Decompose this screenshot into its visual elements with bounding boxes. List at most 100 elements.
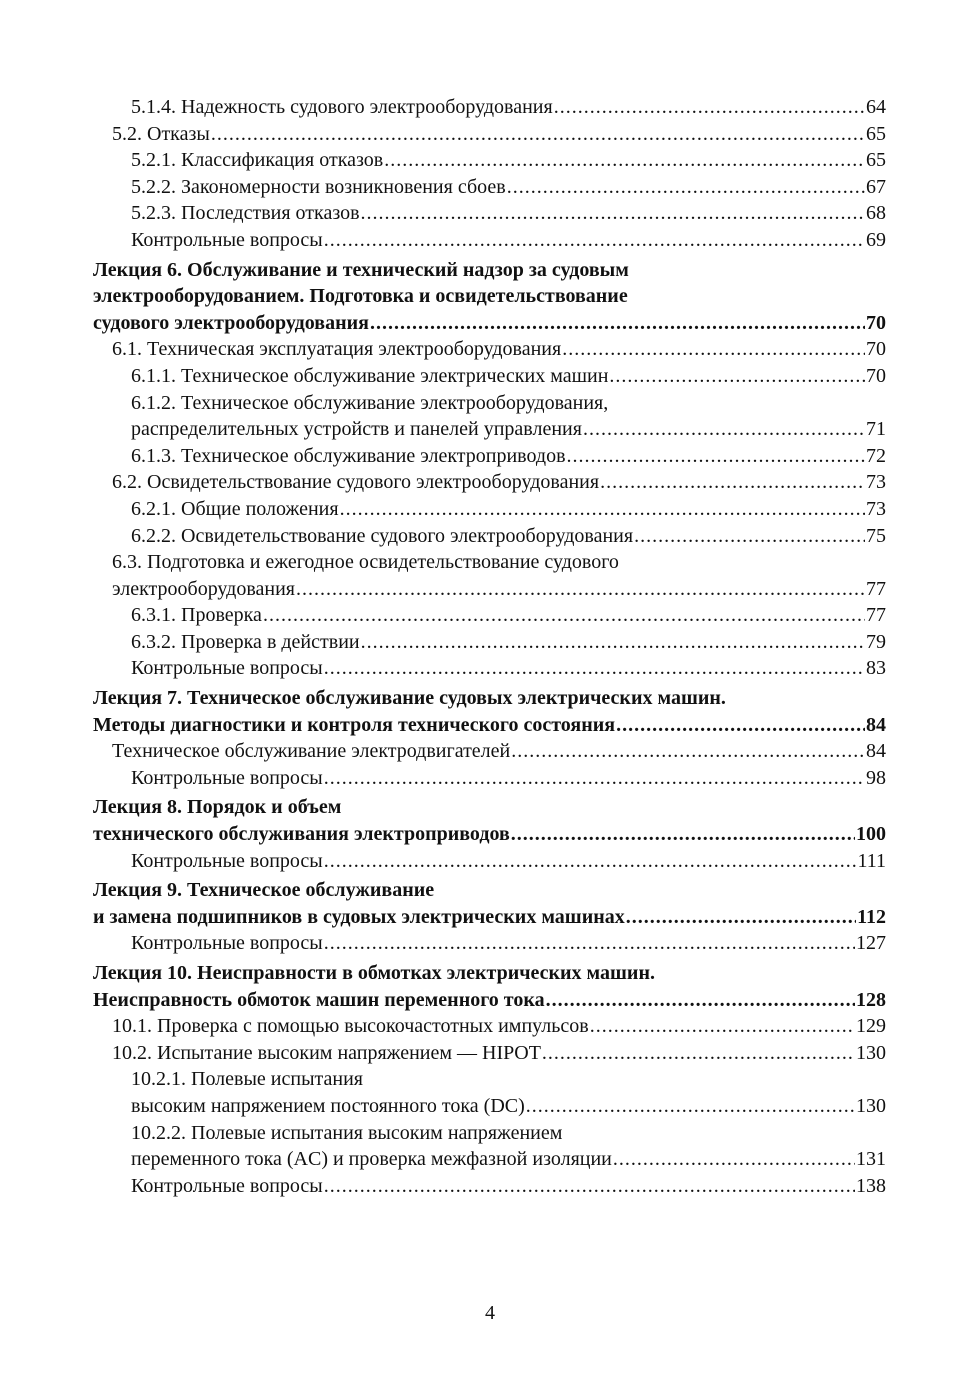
toc-entry[interactable]: 5.1.4. Надежность судового электрооборуд…: [93, 94, 886, 121]
toc-chapter-entry[interactable]: Лекция 9. Техническое обслуживание и заме…: [93, 877, 886, 930]
toc-entry[interactable]: 5.2.3. Последствия отказов 68: [93, 200, 886, 227]
toc-entry-row: Неисправность обмоток машин переменного …: [93, 987, 886, 1014]
toc-entry-row: распределительных устройств и панелей уп…: [131, 416, 886, 443]
toc-page-number: 67: [866, 175, 886, 198]
toc-entry[interactable]: 6.1.3. Техническое обслуживание электроп…: [93, 443, 886, 470]
dot-leader: [600, 469, 865, 496]
toc-entry[interactable]: 10.2.1. Полевые испытания высоким напряже…: [93, 1066, 886, 1119]
toc-entry-title: 5.2.3. Последствия отказов: [131, 202, 360, 225]
toc-entry-title: 6.2. Освидетельствование судового электр…: [112, 471, 600, 494]
toc-entry-title: высоким напряжением постоянного тока (DC…: [131, 1094, 525, 1117]
toc-entry[interactable]: 6.2. Освидетельствование судового электр…: [93, 469, 886, 496]
toc-entry-row: 5.2. Отказы 65: [112, 121, 886, 148]
toc-entry[interactable]: Контрольные вопросы 83: [93, 655, 886, 682]
toc-entry-row: 5.2.3. Последствия отказов 68: [131, 200, 886, 227]
toc-entry-title: 6.1.3. Техническое обслуживание электроп…: [131, 444, 566, 467]
toc-entry[interactable]: Контрольные вопросы 69: [93, 227, 886, 254]
dot-leader: [370, 310, 865, 337]
toc-entry-row: 5.2.1. Классификация отказов 65: [131, 147, 886, 174]
toc-entry-title-line: электрооборудованием. Подготовка и освид…: [93, 285, 628, 308]
toc-chapter-entry[interactable]: Лекция 7. Техническое обслуживание судов…: [93, 685, 886, 738]
toc-entry-title: 5.2.2. Закономерности возникновения сбое…: [131, 175, 506, 198]
toc-entry-title-line: 6.3. Подготовка и ежегодное освидетельст…: [112, 551, 619, 574]
toc-entry-row: и замена подшипников в судовых электриче…: [93, 904, 886, 931]
toc-entry-title-line: 10.2.2. Полевые испытания высоким напряж…: [131, 1121, 563, 1144]
toc-entry-title: технического обслуживания электроприводо…: [93, 823, 510, 846]
toc-page-number: 77: [866, 604, 886, 627]
toc-entry[interactable]: Контрольные вопросы 111: [93, 848, 886, 875]
toc-chapter-entry[interactable]: Лекция 8. Порядок и объем технического об…: [93, 794, 886, 847]
dot-leader: [554, 94, 865, 121]
toc-entry-row: Контрольные вопросы 83: [131, 655, 886, 682]
dot-leader: [567, 443, 865, 470]
toc-entry[interactable]: 5.2. Отказы 65: [93, 121, 886, 148]
toc-entry[interactable]: Техническое обслуживание электродвигател…: [93, 738, 886, 765]
toc-entry-title: 6.1.1. Техническое обслуживание электрич…: [131, 364, 609, 387]
toc-entry-title: 6.3.1. Проверка: [131, 604, 262, 627]
toc-entry[interactable]: Контрольные вопросы 98: [93, 765, 886, 792]
toc-entry-row: Контрольные вопросы 111: [131, 848, 886, 875]
dot-leader: [324, 227, 865, 254]
toc-page-number: 72: [866, 444, 886, 467]
toc-page-number: 127: [856, 932, 886, 955]
toc-entry[interactable]: 6.3.2. Проверка в действии 79: [93, 629, 886, 656]
dot-leader: [324, 930, 855, 957]
toc-entry-row: Контрольные вопросы 127: [131, 930, 886, 957]
toc-entry[interactable]: 10.2.2. Полевые испытания высоким напряж…: [93, 1120, 886, 1173]
toc-entry-row: 6.2. Освидетельствование судового электр…: [112, 469, 886, 496]
toc-page-number: 83: [866, 657, 886, 680]
toc-entry-title: 6.2.2. Освидетельствование судового элек…: [131, 524, 634, 547]
toc-entry[interactable]: 6.2.2. Освидетельствование судового элек…: [93, 523, 886, 550]
toc-page-number: 130: [856, 1094, 886, 1117]
toc-entry[interactable]: 6.2.1. Общие положения 73: [93, 496, 886, 523]
toc-entry[interactable]: 6.3. Подготовка и ежегодное освидетельст…: [93, 549, 886, 602]
dot-leader: [546, 987, 855, 1014]
toc-entry-row: электрооборудования 77: [112, 576, 886, 603]
toc-entry[interactable]: 6.1. Техническая эксплуатация электрообо…: [93, 336, 886, 363]
toc-entry[interactable]: 6.1.2. Техническое обслуживание электроо…: [93, 390, 886, 443]
dot-leader: [609, 363, 865, 390]
dot-leader: [384, 147, 865, 174]
toc-page-number: 100: [856, 823, 886, 846]
toc-entry[interactable]: 6.1.1. Техническое обслуживание электрич…: [93, 363, 886, 390]
toc-entry-title: Контрольные вопросы: [131, 849, 323, 872]
toc-entry-row: переменного тока (AC) и проверка межфазн…: [131, 1146, 886, 1173]
toc-entry[interactable]: 10.2. Испытание высоким напряжением — HI…: [93, 1040, 886, 1067]
toc-entry-title: и замена подшипников в судовых электриче…: [93, 905, 625, 928]
toc-chapter-entry[interactable]: Лекция 6. Обслуживание и технический над…: [93, 257, 886, 337]
toc-page-number: 77: [866, 577, 886, 600]
toc-entry-title: Методы диагностики и контроля техническо…: [93, 713, 616, 736]
toc-entry-row: 6.1. Техническая эксплуатация электрообо…: [112, 336, 886, 363]
toc-entry[interactable]: Контрольные вопросы 138: [93, 1173, 886, 1200]
toc-page-number: 129: [856, 1015, 886, 1038]
toc-page-number: 70: [866, 311, 886, 334]
toc-entry-row: 6.1.3. Техническое обслуживание электроп…: [131, 443, 886, 470]
toc-entry[interactable]: 10.1. Проверка с помощью высокочастотных…: [93, 1013, 886, 1040]
dot-leader: [211, 121, 865, 148]
toc-entry-title: переменного тока (AC) и проверка межфазн…: [131, 1148, 612, 1171]
toc-entry-title-line: Лекция 7. Техническое обслуживание судов…: [93, 687, 726, 710]
toc-entry[interactable]: 5.2.1. Классификация отказов 65: [93, 147, 886, 174]
toc-entry-row: Техническое обслуживание электродвигател…: [112, 738, 886, 765]
toc-page-number: 70: [866, 338, 886, 361]
toc-entry-title-line: Лекция 9. Техническое обслуживание: [93, 879, 435, 902]
toc-entry-row: 6.2.1. Общие положения 73: [131, 496, 886, 523]
toc-entry-title: 5.2.1. Классификация отказов: [131, 149, 384, 172]
toc-entry[interactable]: 6.3.1. Проверка 77: [93, 602, 886, 629]
toc-page-number: 71: [866, 418, 886, 441]
toc-page-number: 65: [866, 149, 886, 172]
toc-page-number: 65: [866, 122, 886, 145]
toc-entry-title: Контрольные вопросы: [131, 766, 323, 789]
toc-entry-row: 5.1.4. Надежность судового электрооборуд…: [131, 94, 886, 121]
toc-page-number: 84: [866, 713, 886, 736]
toc-entry-title: Неисправность обмоток машин переменного …: [93, 988, 545, 1011]
dot-leader: [634, 523, 865, 550]
toc-entry[interactable]: Контрольные вопросы 127: [93, 930, 886, 957]
toc-entry-title: 6.2.1. Общие положения: [131, 497, 339, 520]
toc-page-number: 98: [866, 766, 886, 789]
toc-entry[interactable]: 5.2.2. Закономерности возникновения сбое…: [93, 174, 886, 201]
toc-chapter-entry[interactable]: Лекция 10. Неисправности в обмотках элек…: [93, 960, 886, 1013]
toc-entry-title: Контрольные вопросы: [131, 932, 323, 955]
toc-entry-row: Контрольные вопросы 138: [131, 1173, 886, 1200]
toc-entry-title: 6.1. Техническая эксплуатация электрообо…: [112, 338, 562, 361]
